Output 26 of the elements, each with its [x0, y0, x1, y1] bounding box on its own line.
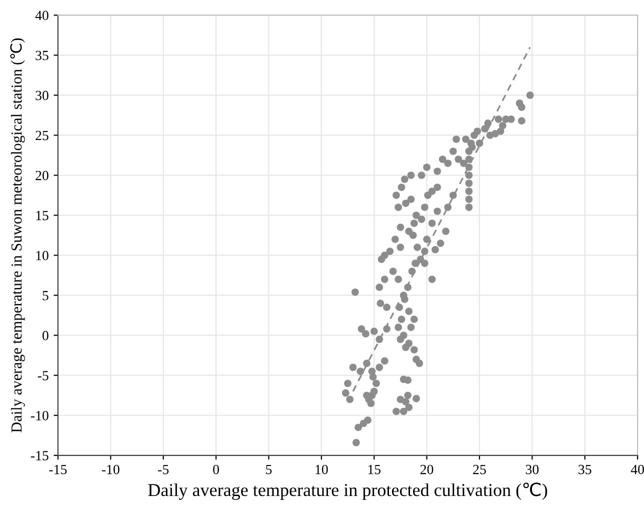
- x-tick-label: -15: [49, 464, 67, 474]
- x-tick-label: 0: [213, 464, 219, 474]
- x-tick-label: 30: [526, 464, 539, 474]
- y-tick-label: 20: [36, 170, 48, 180]
- x-tick-label: 20: [420, 464, 434, 474]
- y-tick-label: -10: [30, 410, 48, 420]
- x-tick-label: -10: [102, 464, 120, 474]
- x-tick-label: 25: [473, 464, 486, 474]
- x-tick-label: -5: [158, 464, 169, 474]
- y-tick-label: 10: [36, 250, 48, 260]
- y-tick-label: 5: [42, 291, 48, 300]
- x-axis-title: Daily average temperature in protected cultivation (℃): [148, 482, 548, 500]
- y-axis-title: Daily average temperature in Suwon meteorological station (℃): [10, 38, 25, 432]
- y-tick-label: -15: [30, 451, 48, 460]
- x-tick-label: 40: [630, 464, 644, 474]
- x-tick-label: 5: [266, 464, 272, 474]
- x-tick-label: 35: [578, 464, 592, 474]
- y-tick-label: -5: [38, 371, 48, 380]
- y-tick-label: 0: [42, 330, 48, 340]
- y-tick-label: 25: [36, 130, 48, 140]
- x-tick-label: 15: [368, 464, 381, 474]
- y-tick-label: 30: [36, 90, 48, 100]
- y-tick-label: 40: [35, 10, 48, 20]
- x-tick-label: 10: [316, 464, 328, 474]
- y-tick-label: 35: [36, 50, 48, 60]
- y-tick-label: 15: [36, 210, 48, 220]
